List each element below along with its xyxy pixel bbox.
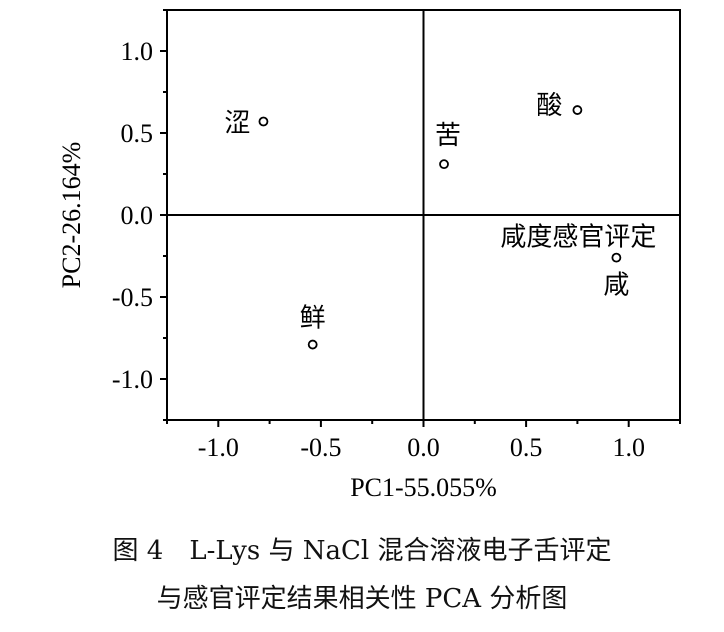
data-point [611,252,622,263]
caption-line-1: 图 4 L-Lys 与 NaCl 混合溶液电子舌评定 [112,536,612,566]
x-tick-label: -0.5 [300,433,341,462]
x-tick-label: -1.0 [198,433,239,462]
data-point [572,105,583,115]
point-label: 涩 [224,109,250,139]
y-tick-label: 0.0 [121,201,154,230]
point-label: 鲜 [300,304,326,334]
point-label: 咸度感官评定 [500,223,656,253]
y-tick-label: 0.5 [121,119,154,148]
y-axis-label: PC2-26.164% [57,142,86,289]
y-tick-label: 1.0 [121,37,154,66]
x-axis-label: PC1-55.055% [350,473,497,502]
data-point [258,116,269,127]
data-point [439,159,449,170]
caption-line-2: 与感官评定结果相关性 PCA 分析图 [156,584,568,614]
x-tick-label: 0.5 [510,433,543,462]
point-label: 苦 [435,121,461,151]
data-point [307,339,318,350]
x-tick-label: 0.0 [407,433,440,462]
point-label: 咸 [603,271,629,301]
x-tick-label: 1.0 [612,433,645,462]
y-tick-label: -0.5 [112,283,153,312]
y-tick-label: -1.0 [112,365,153,394]
point-label: 酸 [536,91,562,121]
pca-chart: -1.0 -0.5 0.0 0.5 1.0 1.0 0.5 0.0 -0.5 -1.0 PC1-55… [57,9,681,502]
